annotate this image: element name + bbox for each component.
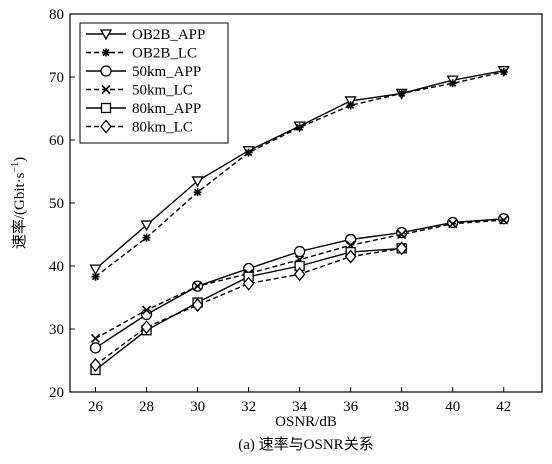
asterisk-marker — [448, 79, 457, 88]
series-line — [95, 218, 504, 349]
diamond-marker — [242, 276, 255, 291]
square-marker — [100, 102, 112, 114]
series-50km-lc — [90, 215, 509, 344]
x-tick-label: 40 — [445, 399, 460, 415]
asterisk-marker — [295, 123, 304, 132]
y-tick-label: 70 — [49, 70, 64, 86]
x-tick-label: 38 — [394, 399, 409, 415]
circle-marker — [293, 245, 306, 258]
asterisk-marker — [91, 272, 100, 281]
figure-caption: (a) 速率与OSNR关系 — [238, 436, 373, 453]
triangle-down-marker — [140, 220, 153, 232]
y-tick-label: 30 — [49, 322, 64, 338]
legend-label: OB2B_APP — [132, 27, 205, 43]
x-tick-label: 36 — [343, 399, 359, 415]
diamond-marker — [191, 298, 204, 313]
diamond-marker — [344, 249, 357, 264]
legend: OB2B_APP OB2B_LC 50km_APP 50km_LC 80km_APP 80… — [79, 22, 229, 144]
circle-marker — [89, 342, 102, 354]
y-tick-label: 60 — [49, 133, 64, 149]
axis-ticks: 26 28 30 32 34 36 38 40 42 20 30 40 50 60 70 80 — [49, 7, 511, 415]
asterisk-marker — [346, 101, 355, 110]
circle-marker — [447, 216, 459, 229]
x-marker — [193, 281, 203, 291]
y-tick-label: 80 — [49, 7, 64, 23]
diamond-marker — [100, 119, 112, 134]
x-tick-label: 28 — [139, 399, 154, 415]
asterisk-marker — [102, 48, 110, 57]
x-tick-label: 30 — [190, 399, 205, 415]
legend-label: 50km_LC — [132, 83, 193, 99]
y-axis-label: 速率/(Gbit·s−1) — [10, 157, 28, 249]
x-marker — [397, 229, 407, 240]
x-marker — [101, 84, 111, 95]
asterisk-marker — [244, 148, 253, 157]
asterisk-marker — [142, 233, 151, 242]
series-50km-app — [89, 213, 510, 354]
circle-marker — [344, 233, 357, 246]
circle-marker — [100, 65, 112, 77]
x-tick-label: 26 — [88, 399, 104, 415]
y-axis-label-exponent: −1 — [10, 162, 21, 173]
asterisk-marker — [499, 67, 508, 76]
x-tick-label: 42 — [496, 399, 511, 415]
diamond-marker — [293, 267, 306, 282]
series-ob2b-lc — [91, 67, 508, 281]
triangle-down-marker — [99, 29, 113, 41]
series-80km-lc — [89, 241, 408, 372]
triangle-down-marker — [89, 264, 102, 276]
x-marker — [448, 219, 458, 229]
x-tick-label: 32 — [241, 399, 256, 415]
y-tick-label: 50 — [49, 196, 64, 212]
asterisk-marker — [397, 89, 406, 98]
series-layer — [89, 66, 510, 376]
diamond-marker — [89, 357, 102, 372]
y-axis-label-close: ) — [12, 157, 28, 162]
diamond-marker — [395, 241, 408, 256]
asterisk-marker — [193, 188, 202, 197]
y-tick-label: 20 — [49, 385, 64, 401]
x-marker — [90, 333, 101, 344]
circle-marker — [498, 213, 510, 225]
legend-label: 80km_LC — [132, 120, 193, 136]
legend-label: 50km_APP — [132, 64, 201, 80]
legend-label: OB2B_LC — [132, 46, 197, 62]
circle-marker — [396, 226, 408, 239]
y-tick-label: 40 — [49, 259, 64, 275]
triangle-down-marker — [191, 176, 204, 188]
y-axis-label-main: 速率/(Gbit·s — [11, 172, 28, 249]
x-marker — [499, 215, 509, 225]
x-axis-label: OSNR/dB — [275, 414, 337, 430]
x-tick-label: 34 — [292, 399, 308, 415]
series-line — [95, 71, 504, 278]
diamond-marker — [140, 320, 153, 335]
x-marker — [141, 305, 152, 315]
legend-label: 80km_APP — [132, 101, 201, 117]
